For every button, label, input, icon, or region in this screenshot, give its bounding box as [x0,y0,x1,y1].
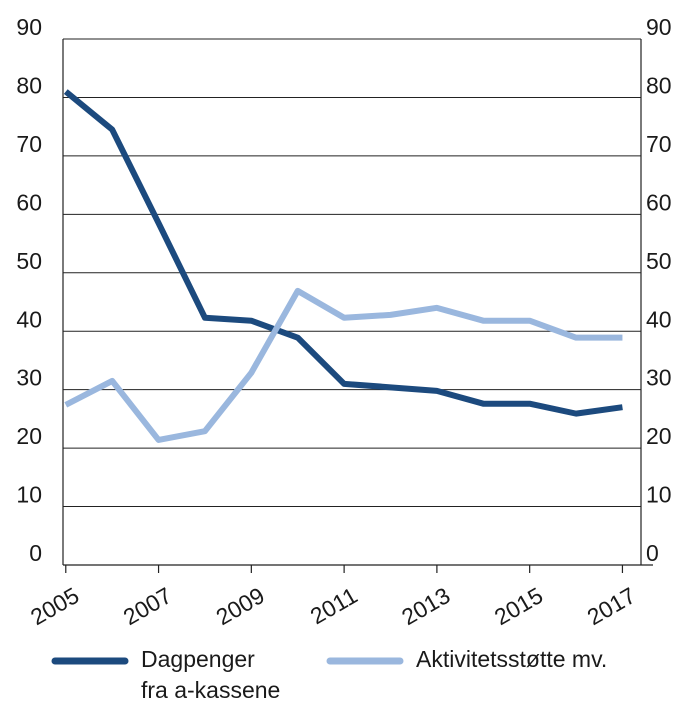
y2-tick-label: 90 [646,14,672,40]
x-tick-label: 2007 [119,582,176,630]
y-tick-label: 50 [16,248,42,274]
y-tick-label: 30 [16,365,42,391]
line-series [64,287,623,443]
legend-label: Dagpenger fra a-kassene [141,646,280,703]
y-tick-label: 20 [16,423,42,449]
x-tick-label: 2011 [306,582,362,629]
y-tick-label: 90 [16,14,42,40]
x-tick-label: 2015 [490,582,547,630]
y-tick-label: 0 [29,540,42,566]
x-tick-label: 2013 [397,582,454,630]
line-series [63,89,623,417]
y-tick-label: 60 [16,189,42,215]
x-tick-label: 2017 [583,582,640,630]
y2-tick-label: 40 [646,306,672,332]
y-tick-label: 80 [16,73,42,99]
y2-tick-label: 30 [646,365,672,391]
y2-tick-label: 20 [646,423,672,449]
y2-tick-label: 70 [646,131,672,157]
legend-label: Aktivitetsstøtte mv. [416,646,607,672]
x-tick-label: 2005 [26,582,83,630]
y-tick-label: 70 [16,131,42,157]
y2-tick-label: 50 [646,248,672,274]
y2-tick-label: 80 [646,73,672,99]
y2-tick-label: 0 [646,540,659,566]
y2-tick-label: 60 [646,189,672,215]
y2-tick-label: 10 [646,482,672,508]
x-tick-label: 2009 [212,582,269,630]
y-tick-label: 40 [16,306,42,332]
y-tick-label: 10 [16,482,42,508]
